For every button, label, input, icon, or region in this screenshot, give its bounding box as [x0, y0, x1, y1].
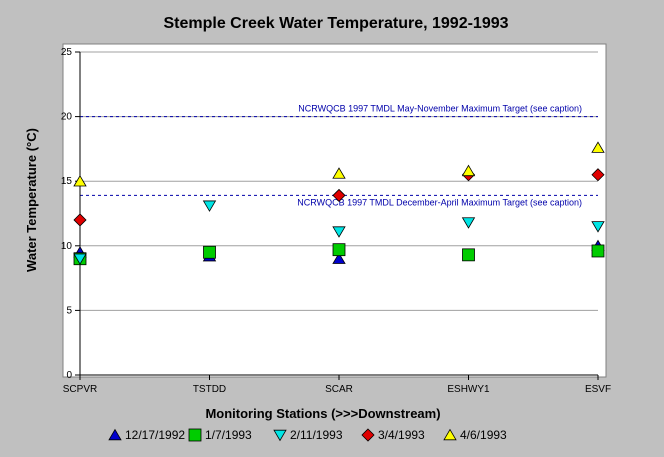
data-point	[591, 168, 605, 182]
data-point	[461, 164, 476, 177]
y-tick-label: 10	[61, 241, 73, 252]
x-axis-label: Monitoring Stations (>>>Downstream)	[205, 406, 440, 421]
legend-label: 2/11/1993	[290, 428, 343, 442]
data-point	[73, 213, 87, 227]
x-tick-label: TSTDD	[193, 384, 226, 395]
legend-label: 1/7/1993	[205, 428, 252, 442]
legend-marker	[273, 429, 287, 442]
data-point	[203, 245, 216, 259]
legend: 12/17/1992 1/7/1993 2/11/1993 3/4/1993 4/6/1…	[108, 428, 507, 442]
data-point	[73, 175, 87, 187]
y-tick-label: 15	[61, 176, 73, 187]
legend-label: 12/17/1992	[125, 428, 185, 442]
x-tick-label: SCAR	[325, 384, 353, 395]
data-point	[461, 217, 476, 229]
legend-label: 3/4/1993	[378, 428, 425, 442]
data-point	[332, 188, 346, 202]
data-point	[202, 200, 217, 212]
chart-title: Stemple Creek Water Temperature, 1992-19…	[163, 15, 508, 32]
data-point	[591, 141, 605, 153]
data-point	[591, 221, 605, 233]
legend-marker	[188, 428, 202, 442]
y-axis-label: Water Temperature (°C)	[24, 128, 39, 272]
data-point	[332, 243, 346, 257]
legend-marker	[108, 428, 122, 441]
plot-area	[62, 43, 607, 378]
data-point	[591, 244, 605, 258]
data-point	[73, 253, 87, 265]
x-tick-label: ESVF	[585, 384, 611, 395]
y-tick-label: 5	[66, 305, 72, 316]
x-tick-label: SCPVR	[63, 384, 97, 395]
x-tick-label: ESHWY1	[447, 384, 490, 395]
data-point	[332, 252, 346, 264]
legend-label: 4/6/1993	[460, 428, 507, 442]
reference-line-label: NCRWQCB 1997 TMDL May-November Maximum T…	[298, 104, 582, 114]
reference-line-label: NCRWQCB 1997 TMDL December-April Maximum…	[297, 197, 582, 207]
y-tick-label: 20	[61, 112, 73, 123]
data-point	[462, 248, 475, 262]
y-tick-label: 25	[61, 47, 73, 58]
data-point	[332, 167, 346, 179]
y-tick-label: 0	[66, 370, 72, 381]
legend-marker	[443, 428, 457, 441]
legend-marker	[361, 428, 375, 442]
data-point	[332, 226, 346, 238]
